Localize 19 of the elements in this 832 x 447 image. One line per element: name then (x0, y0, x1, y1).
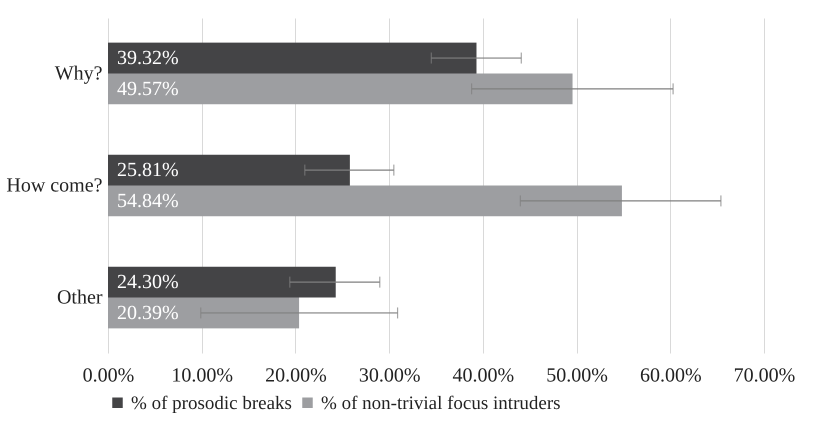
x-tick-label: 60.00% (640, 364, 702, 386)
x-tick-label: 40.00% (452, 364, 514, 386)
x-tick-label: 30.00% (358, 364, 420, 386)
legend-label: % of non-trivial focus intruders (321, 392, 561, 414)
data-label: 25.81% (117, 159, 179, 182)
data-label: 39.32% (117, 47, 179, 70)
data-label: 54.84% (117, 190, 179, 212)
data-label: 49.57% (117, 78, 179, 100)
data-label: 24.30% (117, 271, 179, 294)
x-tick-label: 70.00% (734, 364, 796, 386)
legend-label: % of prosodic breaks (131, 392, 292, 414)
x-tick-label: 20.00% (265, 364, 327, 386)
x-tick-label: 0.00% (82, 364, 134, 386)
x-tick-label: 10.00% (171, 364, 234, 386)
y-tick-label: Why? (54, 62, 103, 84)
y-tick-label: How come? (6, 174, 103, 196)
y-tick-label: Other (56, 286, 103, 309)
x-tick-label: 50.00% (546, 364, 608, 386)
data-label: 20.39% (117, 302, 179, 324)
